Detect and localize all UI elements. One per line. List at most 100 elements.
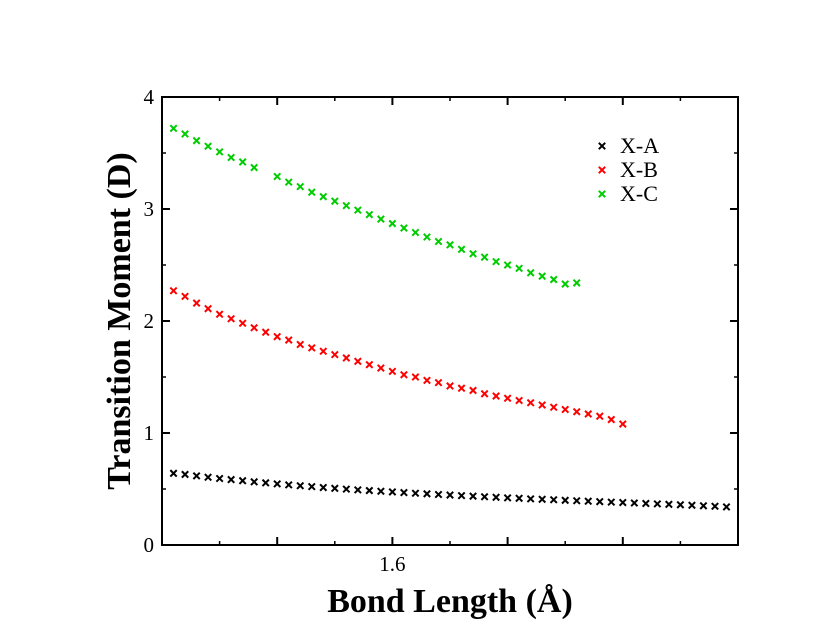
data-point — [549, 275, 558, 284]
data-point — [192, 471, 201, 480]
data-point — [664, 500, 673, 509]
data-point — [572, 496, 581, 505]
data-point — [561, 280, 570, 288]
axis-ticks — [162, 96, 739, 546]
data-point — [469, 386, 477, 395]
data-point — [296, 182, 305, 191]
data-point — [365, 360, 374, 369]
data-point — [699, 501, 708, 510]
data-point — [607, 415, 616, 424]
data-point — [330, 350, 339, 359]
data-point — [342, 201, 351, 210]
data-point — [446, 382, 454, 390]
data-point — [653, 499, 662, 508]
data-point — [423, 376, 431, 385]
data-point — [457, 491, 466, 500]
data-point — [711, 502, 719, 511]
data-point — [215, 147, 224, 156]
data-point — [204, 304, 212, 313]
data-point — [503, 493, 512, 502]
data-point — [284, 480, 293, 489]
data-point — [411, 228, 420, 237]
data-point — [296, 340, 305, 349]
data-point — [273, 479, 282, 488]
data-point — [526, 494, 535, 503]
data-point — [434, 237, 443, 246]
y-tick-label: 2 — [144, 309, 155, 333]
data-point — [353, 206, 362, 215]
legend-marker-x-c — [598, 190, 606, 198]
data-point — [227, 314, 236, 323]
data-point — [296, 481, 305, 490]
data-point — [215, 310, 224, 319]
data-point — [411, 489, 420, 498]
data-point — [388, 219, 397, 228]
data-point — [181, 470, 189, 479]
data-point — [676, 500, 685, 509]
data-point — [238, 319, 247, 328]
data-point — [365, 486, 374, 495]
data-point — [480, 389, 489, 398]
data-point — [169, 469, 178, 478]
data-point — [538, 401, 547, 409]
data-point — [227, 153, 236, 162]
data-point — [238, 476, 247, 485]
data-point — [549, 403, 558, 412]
data-point — [492, 392, 500, 400]
x-tick-label: 1.6 — [379, 552, 405, 576]
data-point — [561, 496, 570, 505]
data-point — [353, 485, 362, 494]
data-point — [515, 396, 524, 405]
data-point — [342, 485, 351, 494]
data-point — [261, 328, 270, 337]
data-point — [572, 407, 581, 416]
data-point — [538, 495, 547, 504]
data-point — [492, 493, 500, 502]
legend-label-x-c: X-C — [620, 181, 658, 206]
axis-tick-labels: 0 1 2 3 4 1.6 — [144, 85, 406, 576]
data-point — [181, 292, 189, 301]
data-point — [204, 473, 212, 482]
y-tick-label: 0 — [144, 533, 155, 557]
data-point — [526, 398, 535, 407]
data-point — [423, 233, 431, 241]
data-point — [515, 494, 524, 503]
data-point — [238, 158, 247, 166]
data-point — [319, 347, 328, 356]
data-point — [641, 499, 650, 508]
data-point — [595, 412, 604, 421]
data-point — [250, 477, 259, 486]
data-point — [584, 497, 593, 506]
data-point — [307, 482, 316, 491]
data-point — [365, 210, 374, 219]
series-x-a — [169, 469, 731, 511]
y-axis-title: Transition Moment (D) — [101, 152, 138, 489]
y-tick-label: 1 — [144, 421, 155, 445]
data-point — [169, 286, 178, 295]
data-point — [250, 163, 259, 172]
data-point — [376, 215, 385, 223]
data-point — [169, 124, 178, 133]
data-point — [307, 188, 316, 197]
data-point — [572, 279, 581, 287]
data-point — [342, 354, 351, 362]
data-point — [319, 192, 328, 201]
data-point — [457, 384, 466, 393]
legend-label-x-b: X-B — [620, 157, 658, 182]
data-point — [722, 503, 731, 511]
data-point — [595, 497, 604, 506]
series-x-b — [169, 286, 627, 428]
data-point — [307, 343, 316, 352]
data-point — [330, 484, 339, 493]
data-point — [618, 498, 627, 507]
data-point — [549, 495, 558, 504]
data-point — [400, 488, 408, 497]
data-point — [423, 489, 431, 498]
y-tick-label: 3 — [144, 197, 155, 221]
data-point — [584, 410, 593, 418]
data-point — [388, 488, 397, 496]
legend: X-AX-BX-C — [598, 133, 659, 206]
data-point — [503, 394, 512, 403]
data-point — [227, 475, 236, 484]
data-point — [400, 224, 408, 232]
